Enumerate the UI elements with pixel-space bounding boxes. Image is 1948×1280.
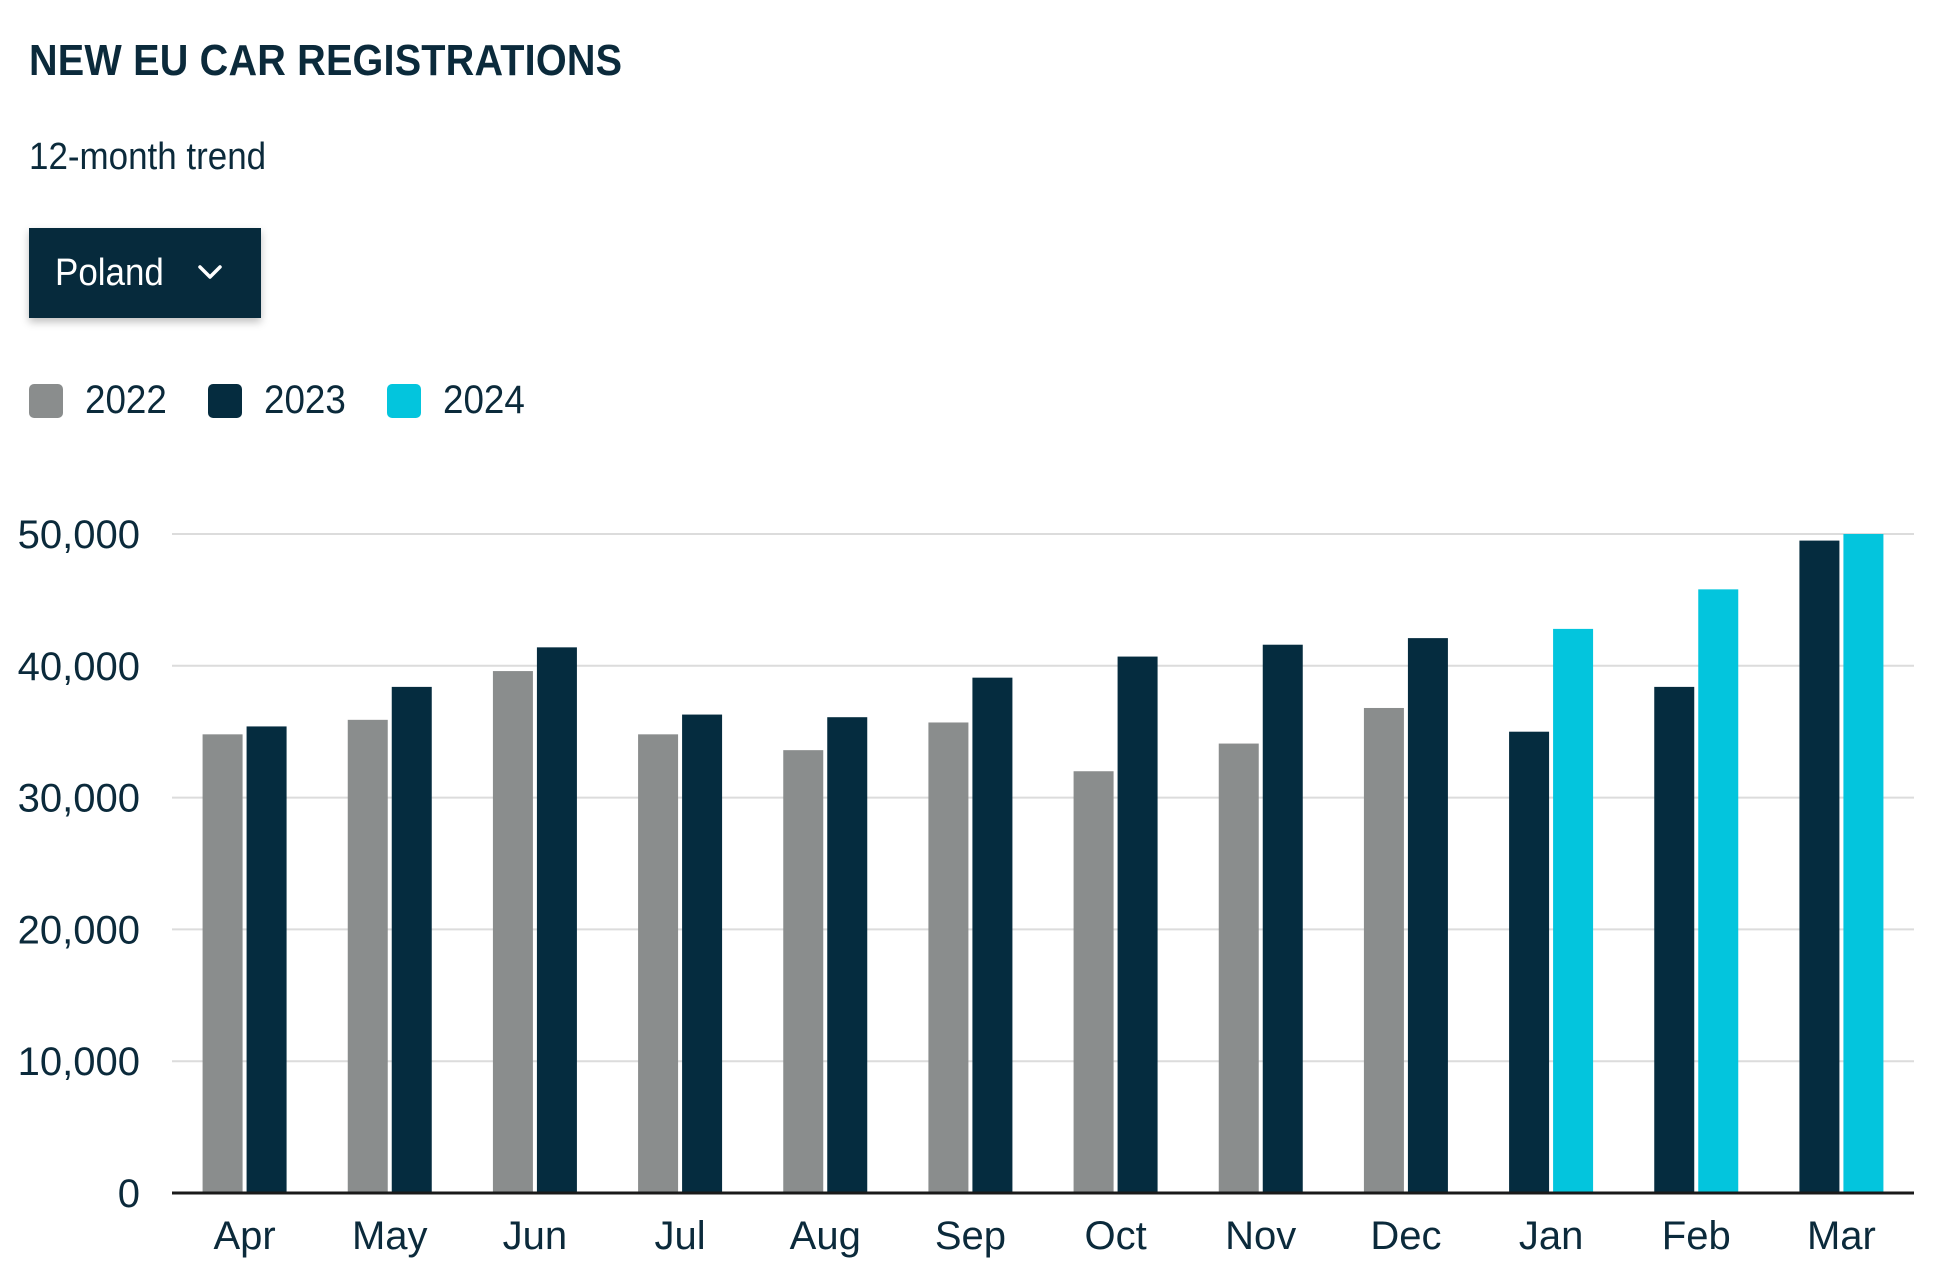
chart-subtitle: 12-month trend [29,136,267,178]
bar-2022-jun [492,671,533,1193]
bar-2023-jan [1509,731,1550,1193]
legend-label-2023: 2023 [263,378,346,422]
legend-label-2022: 2022 [85,378,167,422]
bar-2022-may [347,719,388,1193]
x-tick-label: Feb [1662,1214,1731,1258]
bar-2023-may [391,686,432,1193]
bar-2023-mar [1799,540,1840,1193]
bar-2024-mar [1843,534,1884,1193]
chevron-down-icon [198,265,222,279]
bar-2023-nov [1262,644,1303,1193]
country-dropdown-label: Poland [55,251,164,294]
country-dropdown[interactable]: Poland [29,228,261,318]
legend-item-2023[interactable]: 2023 [207,378,353,423]
legend-swatch-2023 [207,383,242,418]
bar-2023-feb [1654,686,1695,1193]
bar-2023-jun [536,647,577,1193]
bar-2024-feb [1698,589,1739,1193]
bar-2022-dec [1363,707,1404,1193]
bar-2023-apr [246,726,287,1193]
bar-2023-oct [1117,656,1158,1193]
x-tick-label: Apr [213,1214,275,1258]
bar-2022-aug [783,750,824,1193]
legend-swatch-2022 [29,383,63,418]
legend-label-2024: 2024 [442,378,525,422]
x-tick-label: Jul [655,1214,706,1258]
bar-2024-jan [1553,628,1594,1193]
x-tick-label: Aug [790,1214,861,1258]
x-tick-label: Jun [503,1214,568,1258]
y-tick-label: 50,000 [18,513,140,557]
bar-2022-apr [202,734,243,1193]
legend-item-2022[interactable]: 2022 [29,378,174,423]
bar-2022-sep [928,722,969,1193]
x-tick-label: Nov [1225,1214,1296,1258]
x-tick-label: Oct [1084,1214,1146,1258]
y-tick-label: 40,000 [18,645,140,689]
y-tick-label: 10,000 [18,1040,140,1084]
bar-2022-jul [638,734,679,1193]
x-tick-label: May [352,1214,428,1258]
y-tick-label: 20,000 [18,908,140,952]
x-tick-label: Sep [935,1214,1006,1258]
x-tick-label: Jan [1519,1214,1584,1258]
bar-2023-jul [682,714,723,1193]
y-tick-label: 30,000 [18,777,140,821]
legend-item-2024[interactable]: 2024 [386,378,532,423]
bar-2023-dec [1407,638,1448,1193]
y-tick-label: 0 [118,1172,140,1216]
legend-swatch-2024 [386,383,421,418]
x-tick-label: Dec [1370,1214,1441,1258]
x-tick-label: Mar [1807,1214,1876,1258]
chart-title: NEW EU CAR REGISTRATIONS [29,36,623,85]
bar-2022-oct [1073,771,1114,1193]
bar-2022-nov [1218,743,1259,1193]
bar-2023-sep [972,677,1013,1193]
bar-2023-aug [827,717,868,1193]
legend: 2022 2023 2024 [29,378,566,423]
